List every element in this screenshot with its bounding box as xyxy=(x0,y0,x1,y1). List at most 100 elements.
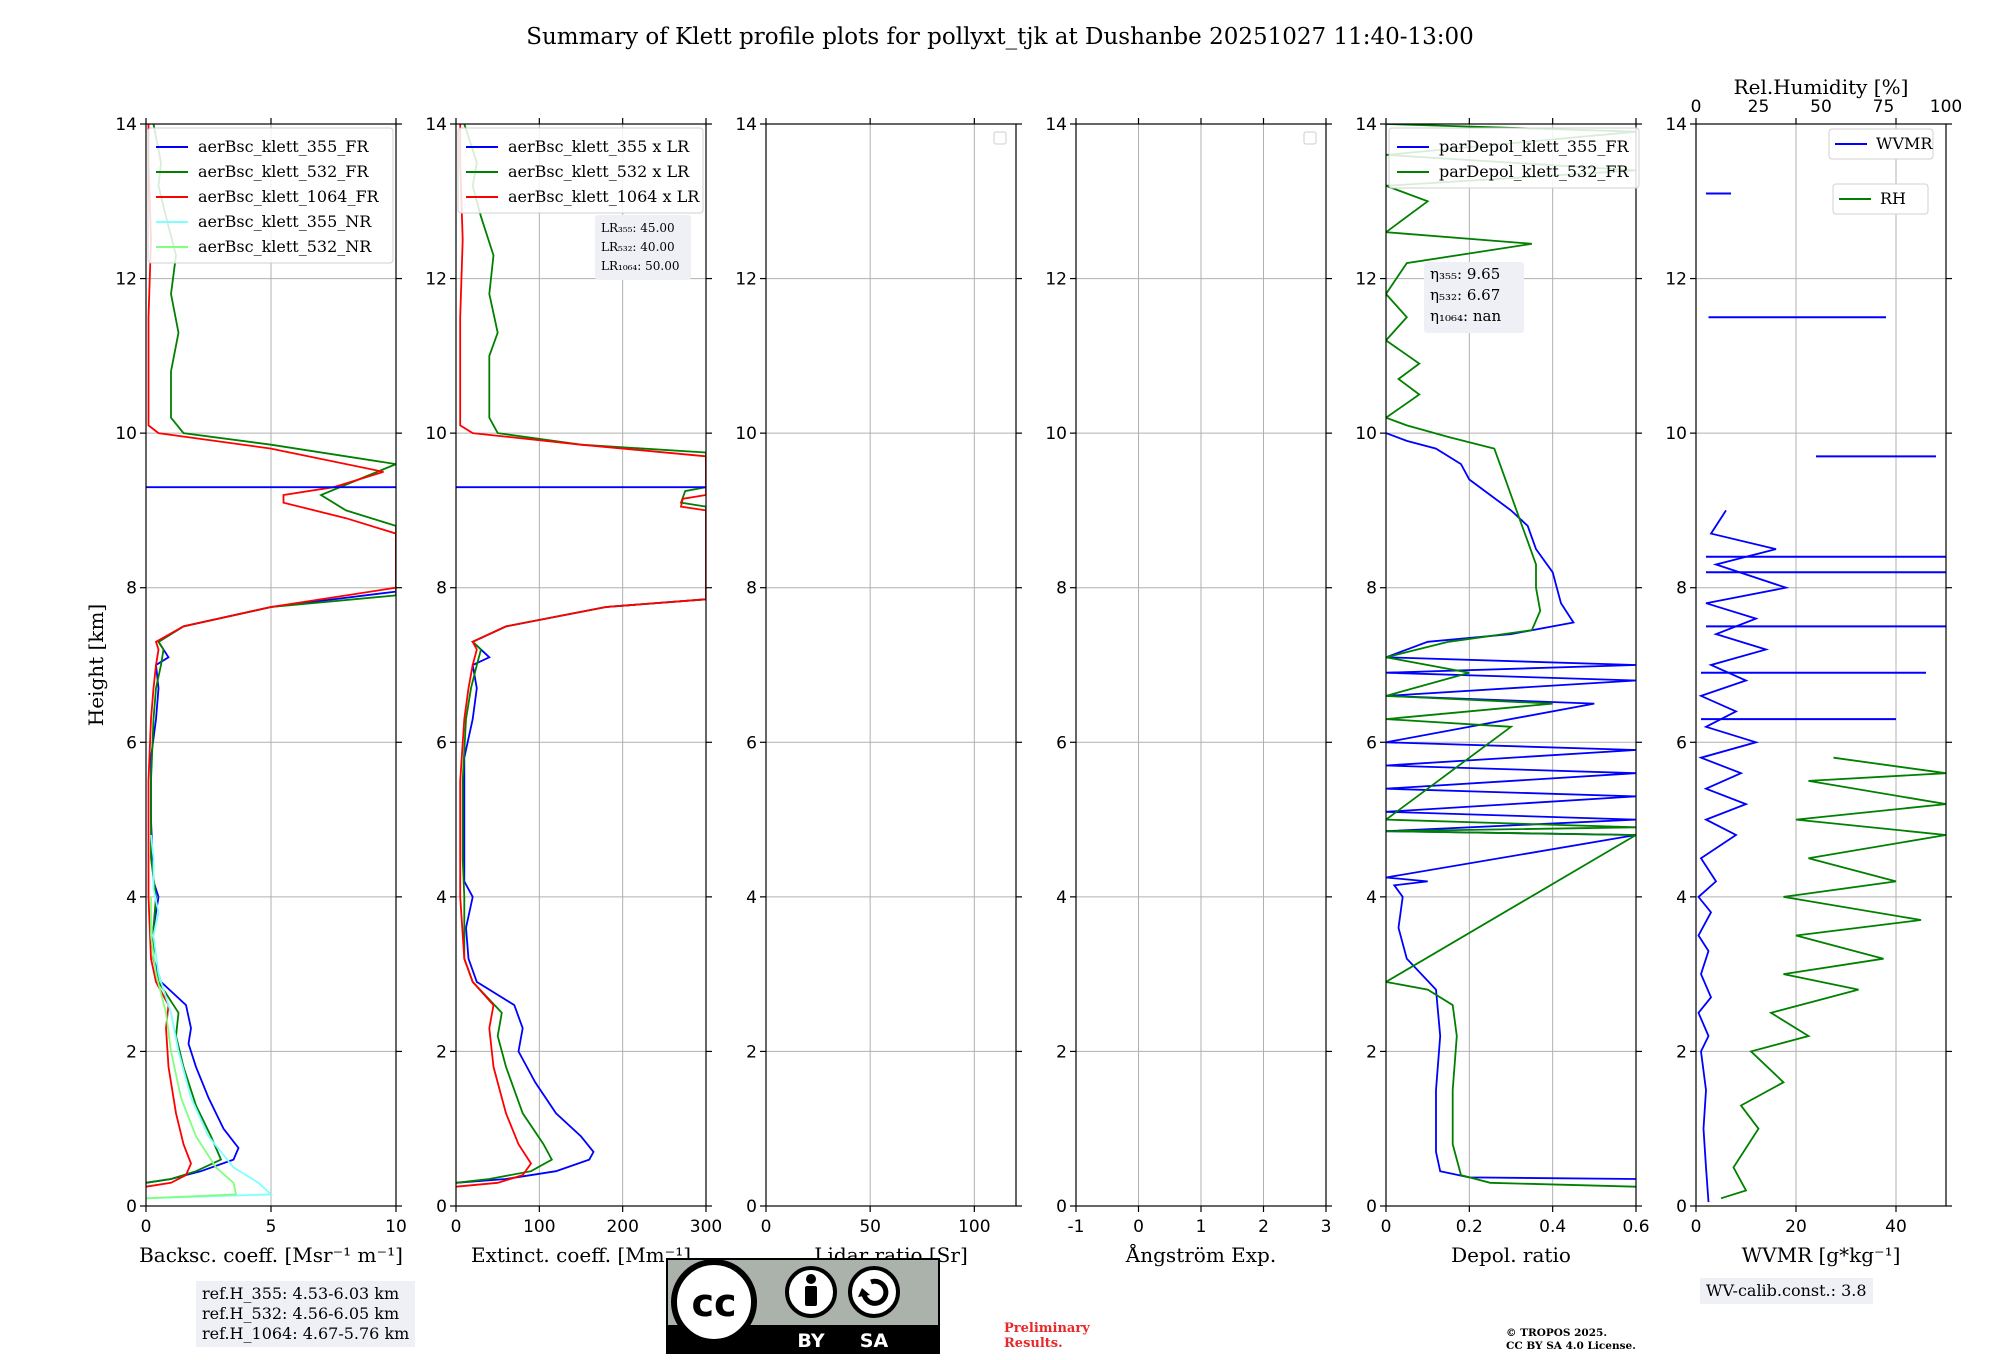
y-tick-label: 12 xyxy=(115,270,137,290)
y-tick-label: 8 xyxy=(1056,579,1067,599)
series-line xyxy=(146,124,396,1184)
x-axis-label: Depol. ratio xyxy=(1451,1243,1571,1267)
y-tick-label: 14 xyxy=(1355,115,1377,135)
x-tick-label: 0.4 xyxy=(1539,1217,1566,1237)
axes-frame xyxy=(1385,123,1637,1207)
panel-backscatter: 0 2 4 6 8 10 12 14 0 5 10 Backsc. coeff. [Msr⁻¹ m⁻¹… xyxy=(115,115,406,1267)
y-tick-label: 2 xyxy=(126,1042,137,1062)
x-tick-label: 100 xyxy=(523,1217,555,1237)
by-label: BY xyxy=(797,1330,824,1352)
x-tick-label: 2 xyxy=(1258,1217,1269,1237)
legend-empty xyxy=(993,131,1007,145)
x-tick-label: 0 xyxy=(761,1217,772,1237)
y-tick-label: 6 xyxy=(746,733,757,753)
legend-box xyxy=(147,127,394,264)
preliminary-line-1: Preliminary xyxy=(1004,1321,1090,1336)
ref-height-1064: ref.H_1064: 4.67-5.76 km xyxy=(202,1324,410,1343)
annotation-eta355: η₃₅₅: 9.65 xyxy=(1430,265,1500,283)
copyright-note: © TROPOS 2025. CC BY SA 4.0 License. xyxy=(1506,1327,1636,1353)
series-line xyxy=(1386,124,1636,1188)
y-tick-label: 0 xyxy=(746,1197,757,1217)
legend-box xyxy=(1388,127,1640,189)
ref-height-355: ref.H_355: 4.53-6.03 km xyxy=(202,1284,400,1303)
y-tick-label: 12 xyxy=(1045,270,1067,290)
copyright-line-2: CC BY SA 4.0 License. xyxy=(1506,1340,1636,1352)
x-tick-label: 5 xyxy=(266,1217,277,1237)
x-tick-label: 1 xyxy=(1196,1217,1207,1237)
y-tick-label: 6 xyxy=(436,733,447,753)
x-axis-label: WVMR [g*kg⁻¹] xyxy=(1742,1243,1901,1267)
y-tick-label: 6 xyxy=(1366,733,1377,753)
x-axis-label: Extinct. coeff. [Mm⁻¹] xyxy=(471,1243,691,1267)
x-tick-label: 300 xyxy=(690,1217,722,1237)
series-line xyxy=(1697,509,1790,1203)
x-tick-label: 0 xyxy=(1691,1217,1702,1237)
x-tick-label: 0 xyxy=(141,1217,152,1237)
cc-by-sa-logo: cc BY SA xyxy=(666,1258,940,1354)
legend-label: aerBsc_klett_532_FR xyxy=(198,162,369,181)
series-line xyxy=(456,598,706,1184)
legend-label: aerBsc_klett_355_FR xyxy=(198,137,369,156)
sa-share-icon xyxy=(848,1266,900,1318)
axes-frame xyxy=(455,123,707,1207)
annotation-eta1064: η₁₀₆₄: nan xyxy=(1430,307,1501,325)
legend-label: aerBsc_klett_532 x LR xyxy=(508,162,690,181)
y-tick-label: 14 xyxy=(425,115,447,135)
y-tick-label: 12 xyxy=(1355,270,1377,290)
panel-depol: 0 2 4 6 8 10 12 14 0 0.2 0.4 0.6 Depol. ratio parDepo… xyxy=(1355,115,1649,1267)
y-tick-label: 10 xyxy=(1045,424,1067,444)
y-tick-label: 8 xyxy=(436,579,447,599)
legend-label: parDepol_klett_532_FR xyxy=(1439,162,1630,181)
annotation-LR355: LR₃₅₅: 45.00 xyxy=(601,221,675,235)
y-tick-label: 14 xyxy=(1045,115,1067,135)
y-tick-label: 14 xyxy=(735,115,757,135)
annotation-box xyxy=(1424,262,1524,333)
series-line xyxy=(146,834,274,1200)
legend-label: parDepol_klett_355_FR xyxy=(1439,137,1630,156)
y-tick-label: 4 xyxy=(1676,888,1687,908)
y-tick-label: 6 xyxy=(126,733,137,753)
annotation-eta532: η₅₃₂: 6.67 xyxy=(1430,286,1500,304)
legend-label: aerBsc_klett_1064 x LR xyxy=(508,187,700,206)
y-tick-label: 4 xyxy=(126,888,137,908)
y-tick-label: 8 xyxy=(1676,579,1687,599)
x-tick-label: 40 xyxy=(1885,1217,1907,1237)
plot-area xyxy=(1386,124,1636,1188)
y-tick-label: 12 xyxy=(425,270,447,290)
legend-box xyxy=(1828,128,1934,160)
y-tick-label: 4 xyxy=(746,888,757,908)
cc-mark: cc xyxy=(691,1281,736,1325)
y-tick-label: 10 xyxy=(1355,424,1377,444)
legend-label: aerBsc_klett_532_NR xyxy=(198,237,372,256)
legend-label: WVMR xyxy=(1876,134,1933,153)
y-tick-label: 2 xyxy=(1056,1042,1067,1062)
series-line xyxy=(1720,756,1946,1200)
legend-label: RH xyxy=(1880,189,1906,208)
series-line xyxy=(456,124,706,1188)
preliminary-note: Preliminary Results. xyxy=(1004,1321,1090,1351)
y-tick-label: 0 xyxy=(1676,1197,1687,1217)
reference-height-box: ref.H_355: 4.53-6.03 km ref.H_532: 4.56-… xyxy=(196,1281,416,1347)
y-tick-label: 4 xyxy=(1366,888,1377,908)
x2-tick-label: 100 xyxy=(1930,97,1962,117)
y-tick-label: 2 xyxy=(1366,1042,1377,1062)
ref-height-532: ref.H_532: 4.56-6.05 km xyxy=(202,1304,400,1323)
x-tick-label: 0 xyxy=(1133,1217,1144,1237)
x2-tick-label: 0 xyxy=(1691,97,1702,117)
plot-area xyxy=(146,124,396,1200)
x2-tick-label: 50 xyxy=(1810,97,1832,117)
series-line xyxy=(456,124,706,1184)
y-tick-label: 4 xyxy=(436,888,447,908)
annotation-LR1064: LR₁₀₆₄: 50.00 xyxy=(601,259,679,273)
preliminary-line-2: Results. xyxy=(1004,1336,1063,1351)
y-tick-label: 8 xyxy=(126,579,137,599)
y-tick-label: 0 xyxy=(1056,1197,1067,1217)
x-tick-label: 20 xyxy=(1785,1217,1807,1237)
y-tick-label: 14 xyxy=(115,115,137,135)
x-axis-label: Ångström Exp. xyxy=(1125,1242,1276,1267)
annotation-box xyxy=(595,215,691,280)
